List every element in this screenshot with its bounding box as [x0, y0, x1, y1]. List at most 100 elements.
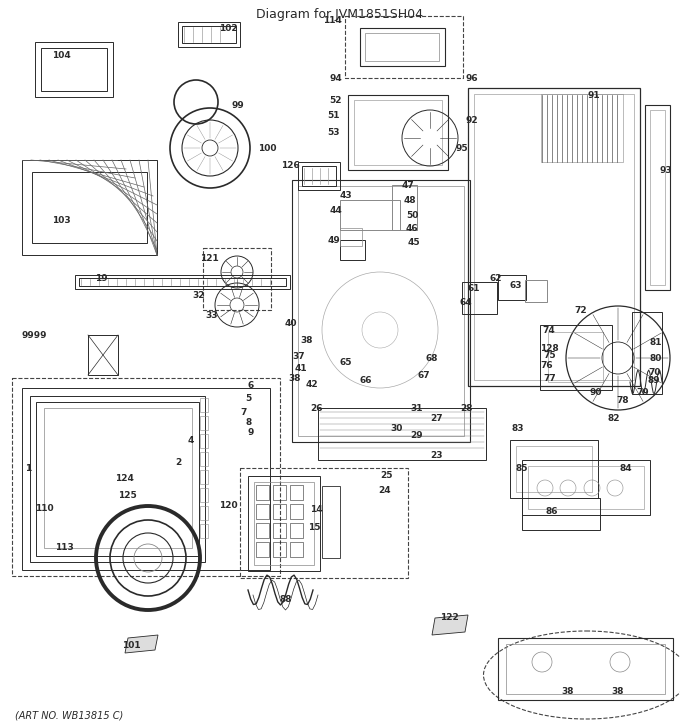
Bar [36, 402, 199, 556]
Bar [468, 88, 640, 386]
Text: 41: 41 [295, 363, 307, 373]
Text: 9: 9 [248, 428, 254, 436]
Text: 61: 61 [468, 283, 481, 292]
Bar [22, 160, 157, 255]
Text: 101: 101 [122, 640, 141, 650]
Bar [292, 180, 470, 442]
Text: 92: 92 [465, 115, 477, 125]
Text: 96: 96 [465, 73, 477, 83]
Text: 89: 89 [648, 376, 661, 384]
Text: 37: 37 [292, 352, 305, 360]
Text: 31: 31 [410, 404, 422, 413]
Text: 44: 44 [329, 205, 342, 215]
Text: 95: 95 [456, 144, 469, 152]
Bar [340, 200, 400, 230]
Text: 49: 49 [327, 236, 340, 244]
Bar [32, 172, 147, 243]
Bar [44, 408, 192, 548]
Bar [340, 228, 362, 246]
Text: 30: 30 [390, 423, 403, 433]
Bar [178, 22, 240, 47]
Bar [318, 408, 486, 460]
Bar [273, 485, 286, 500]
Bar [200, 506, 208, 520]
Text: 77: 77 [543, 373, 556, 383]
Text: 102: 102 [219, 23, 237, 33]
Text: 65: 65 [340, 357, 352, 367]
Text: 25: 25 [380, 471, 392, 479]
Text: 38: 38 [300, 336, 313, 344]
Bar [200, 524, 208, 538]
Polygon shape [432, 615, 468, 635]
Bar [273, 542, 286, 557]
Text: 76: 76 [540, 360, 553, 370]
Bar [650, 110, 665, 285]
Bar [462, 282, 497, 314]
Text: 40: 40 [285, 318, 298, 328]
Bar [392, 185, 417, 230]
Text: 38: 38 [562, 687, 574, 697]
Bar [345, 16, 463, 78]
Bar [290, 523, 303, 538]
Text: 4: 4 [188, 436, 194, 444]
Text: 84: 84 [620, 463, 632, 473]
Text: 46: 46 [406, 223, 419, 233]
Bar [525, 280, 547, 302]
Text: 43: 43 [339, 191, 352, 199]
Bar [203, 248, 271, 310]
Bar [200, 416, 208, 430]
Bar [254, 482, 314, 565]
Bar [22, 388, 270, 570]
Bar [298, 186, 464, 436]
Text: 6: 6 [248, 381, 254, 389]
Bar [248, 476, 320, 571]
Bar [298, 162, 340, 190]
Text: (ART NO. WB13815 C): (ART NO. WB13815 C) [15, 710, 123, 720]
Text: 82: 82 [608, 413, 620, 423]
Bar [632, 312, 662, 394]
Bar [365, 33, 439, 61]
Text: 81: 81 [650, 338, 662, 347]
Text: 88: 88 [280, 595, 292, 605]
Polygon shape [125, 635, 158, 653]
Text: 103: 103 [52, 215, 71, 225]
Bar [541, 94, 623, 162]
Bar [273, 523, 286, 538]
Text: 47: 47 [402, 181, 415, 189]
Text: 7: 7 [240, 407, 246, 416]
Bar [510, 440, 598, 498]
Bar [256, 485, 269, 500]
Text: 66: 66 [360, 376, 373, 384]
Bar [540, 325, 612, 390]
Text: 42: 42 [306, 379, 319, 389]
Text: 24: 24 [378, 486, 390, 494]
Text: 70: 70 [648, 368, 660, 376]
Bar [498, 275, 526, 300]
Text: 2: 2 [175, 457, 182, 466]
Bar [256, 542, 269, 557]
Text: 45: 45 [408, 238, 421, 247]
Text: 80: 80 [650, 354, 662, 362]
Text: 52: 52 [330, 96, 342, 104]
Text: 83: 83 [512, 423, 524, 433]
Text: 86: 86 [545, 507, 558, 516]
Text: 93: 93 [660, 165, 673, 175]
Text: 53: 53 [328, 128, 340, 136]
Text: 124: 124 [115, 473, 134, 483]
Text: 121: 121 [200, 254, 219, 262]
Text: 38: 38 [612, 687, 624, 697]
Text: 68: 68 [425, 354, 437, 362]
Text: 74: 74 [542, 326, 555, 334]
Bar [290, 542, 303, 557]
Text: 79: 79 [636, 387, 649, 397]
Text: 1: 1 [25, 463, 31, 473]
Bar [30, 396, 205, 562]
Bar [528, 466, 644, 509]
Text: 85: 85 [516, 463, 528, 473]
Bar [360, 28, 445, 66]
Bar [200, 470, 208, 484]
Text: 104: 104 [52, 51, 71, 59]
Bar [35, 42, 113, 97]
Text: 62: 62 [490, 273, 503, 283]
Bar [273, 504, 286, 519]
